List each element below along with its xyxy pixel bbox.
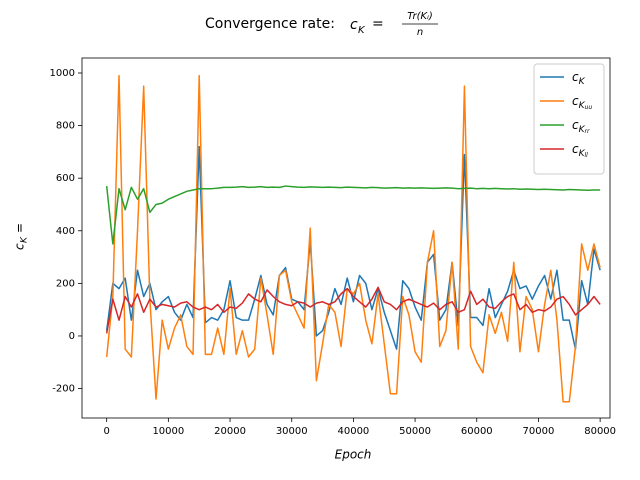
x-tick-label: 0 xyxy=(103,426,109,437)
y-axis-label: c K = xyxy=(13,223,30,250)
x-tick-label: 50000 xyxy=(399,426,431,437)
series-line xyxy=(105,145,601,350)
legend-subscript2: rr xyxy=(585,128,590,135)
legend-label: cKuu xyxy=(572,94,592,111)
legend-symbol: c xyxy=(572,70,579,84)
formula-denominator: n xyxy=(417,27,423,38)
legend-subscript2: uu xyxy=(585,104,593,111)
y-tick-label: 200 xyxy=(56,278,75,289)
series-line xyxy=(105,74,601,403)
legend-subscript: K xyxy=(579,77,586,87)
ylabel-relation: = xyxy=(13,223,27,233)
ylabel-subscript: K xyxy=(20,236,30,243)
legend-symbol: c xyxy=(572,118,579,132)
y-tick-label: 400 xyxy=(56,226,75,237)
legend-subscript: K xyxy=(579,125,586,135)
legend-subscript: K xyxy=(579,101,586,111)
legend-symbol: c xyxy=(572,94,579,108)
y-tick-label: 800 xyxy=(56,121,75,132)
x-tick-label: 10000 xyxy=(152,426,184,437)
y-tick-label: 0 xyxy=(69,331,75,342)
chart-title: Convergence rate: xyxy=(205,16,335,32)
formula-relation: = xyxy=(372,16,384,32)
x-tick-label: 20000 xyxy=(214,426,246,437)
plot-frame xyxy=(81,57,611,419)
legend-label: cK xyxy=(572,70,586,87)
legend-subscript: K xyxy=(579,149,586,159)
legend-symbol: c xyxy=(572,142,579,156)
ylabel-symbol: c xyxy=(13,243,27,250)
y-tick-label: 1000 xyxy=(50,68,75,79)
legend-label: cKll xyxy=(572,142,588,159)
x-axis-label: Epoch xyxy=(335,448,372,462)
formula-subscript: K xyxy=(358,25,366,36)
formula-numerator: Tr(Kᵢ) xyxy=(407,11,433,22)
x-tick-label: 80000 xyxy=(584,426,616,437)
legend-label: cKrr xyxy=(572,118,590,135)
x-tick-label: 60000 xyxy=(461,426,493,437)
x-tick-label: 70000 xyxy=(523,426,555,437)
y-tick-label: 600 xyxy=(56,173,75,184)
y-tick-label: -200 xyxy=(52,384,75,395)
legend-box xyxy=(533,63,605,175)
formula-symbol: c xyxy=(350,17,358,33)
legend-subscript2: ll xyxy=(585,152,589,159)
series-line xyxy=(105,185,601,245)
x-tick-label: 40000 xyxy=(337,426,369,437)
series-line xyxy=(105,286,601,334)
x-tick-label: 30000 xyxy=(276,426,308,437)
